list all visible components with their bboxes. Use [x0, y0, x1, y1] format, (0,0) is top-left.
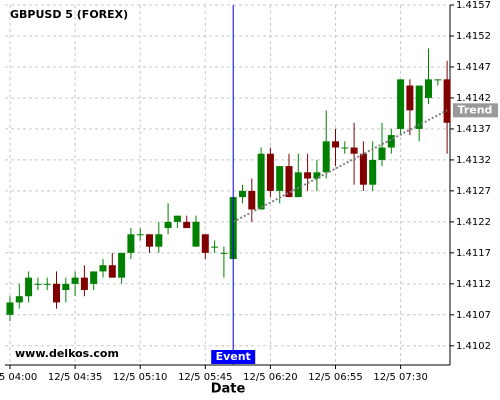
- candle-body: [43, 283, 51, 285]
- candle-body: [62, 283, 70, 291]
- x-tick-label: 12/5 07:30: [373, 372, 427, 383]
- candle-body: [220, 252, 228, 254]
- x-tick-label: 12/5 05:45: [178, 372, 232, 383]
- candle-body: [34, 283, 42, 285]
- y-tick-label: 1.4157: [456, 0, 491, 11]
- y-tick-label: 1.4117: [456, 248, 491, 259]
- candle-body: [425, 79, 432, 98]
- candle-body: [332, 141, 339, 148]
- y-tick-label: 1.4122: [456, 217, 491, 228]
- candle-body: [257, 153, 265, 210]
- candle-body: [183, 221, 191, 229]
- candle-body: [136, 234, 144, 236]
- candle-body: [304, 172, 312, 179]
- candle-body: [406, 85, 414, 111]
- x-tick-label: 12/5 05:10: [113, 372, 167, 383]
- candle-body: [25, 277, 33, 297]
- candle-body: [239, 190, 246, 198]
- candle-body: [155, 234, 163, 247]
- candle-body: [118, 252, 126, 278]
- candle-body: [53, 283, 60, 303]
- candle-body: [164, 221, 172, 229]
- candle-body: [90, 271, 98, 284]
- candle-body: [294, 172, 302, 198]
- x-tick-label: 12/5 06:20: [243, 372, 297, 383]
- y-tick-label: 1.4112: [456, 279, 491, 290]
- candle-body: [285, 166, 293, 198]
- x-axis-label: Date: [211, 382, 246, 397]
- candle-body: [99, 265, 107, 272]
- candle-body: [359, 153, 367, 185]
- candle-body: [173, 215, 181, 222]
- candle-body: [415, 85, 423, 129]
- candle-body: [201, 234, 209, 253]
- candle-body: [387, 135, 395, 148]
- event-label-box: [211, 350, 256, 364]
- event-label: Event: [216, 350, 251, 363]
- chart-title: GBPUSD 5 (FOREX): [10, 8, 128, 21]
- candle-body: [313, 172, 321, 179]
- watermark: www.delkos.com: [15, 347, 119, 360]
- x-tick-label: 12/5 06:55: [308, 372, 362, 383]
- candle-body: [434, 79, 442, 81]
- candle-body: [266, 153, 274, 191]
- candle-body: [378, 147, 386, 160]
- y-tick-label: 1.4132: [456, 155, 491, 166]
- candle-body: [146, 234, 153, 247]
- candle-body: [276, 166, 284, 191]
- y-tick-label: 1.4142: [456, 93, 491, 104]
- candle-body: [211, 246, 219, 248]
- trend-line: [232, 109, 448, 223]
- candle-body: [6, 302, 14, 315]
- candle-body: [108, 265, 116, 278]
- candle-body: [443, 79, 451, 123]
- candle-body: [397, 79, 405, 129]
- trend-label-box: [453, 103, 498, 118]
- x-tick-label: 12/5 04:35: [48, 372, 102, 383]
- candle-body: [341, 147, 349, 149]
- candle-body: [71, 277, 79, 284]
- candle-body: [80, 277, 88, 291]
- y-tick-label: 1.4127: [456, 186, 491, 197]
- x-tick-label: 12/5 04:00: [0, 372, 37, 383]
- candle-body: [192, 221, 200, 247]
- candle-body: [322, 141, 330, 173]
- candle-body: [127, 234, 135, 253]
- candle-body: [350, 147, 358, 154]
- trend-label: Trend: [458, 103, 493, 116]
- candle-body: [248, 190, 256, 210]
- y-tick-label: 1.4152: [456, 31, 491, 42]
- candle-body: [15, 296, 23, 303]
- y-tick-label: 1.4147: [456, 62, 491, 73]
- candle-body: [369, 159, 377, 185]
- y-tick-label: 1.4137: [456, 124, 491, 135]
- y-tick-label: 1.4107: [456, 310, 491, 321]
- y-tick-label: 1.4102: [456, 341, 491, 352]
